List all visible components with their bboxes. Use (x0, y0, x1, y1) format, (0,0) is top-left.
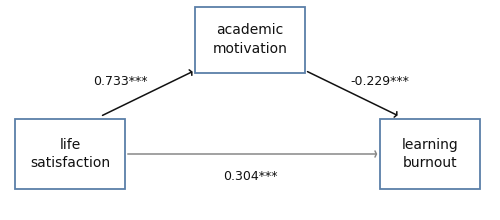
FancyBboxPatch shape (15, 119, 125, 189)
FancyBboxPatch shape (380, 119, 480, 189)
FancyBboxPatch shape (195, 7, 305, 73)
Text: learning
burnout: learning burnout (402, 138, 458, 170)
Text: 0.733***: 0.733*** (93, 75, 147, 88)
Text: 0.304***: 0.304*** (223, 169, 277, 183)
Text: life
satisfaction: life satisfaction (30, 138, 110, 170)
Text: -0.229***: -0.229*** (350, 75, 410, 88)
Text: academic
motivation: academic motivation (212, 23, 288, 56)
